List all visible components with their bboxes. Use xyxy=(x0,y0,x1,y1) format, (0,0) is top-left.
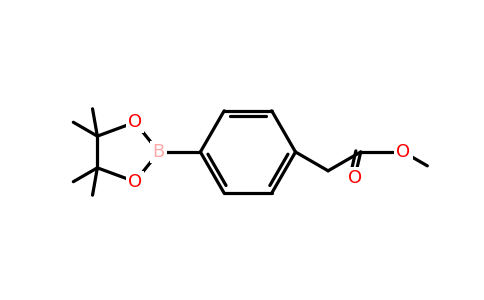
Text: O: O xyxy=(348,169,362,187)
Text: O: O xyxy=(128,173,142,191)
Text: O: O xyxy=(128,113,142,131)
Text: O: O xyxy=(396,143,410,161)
Text: B: B xyxy=(152,143,165,161)
